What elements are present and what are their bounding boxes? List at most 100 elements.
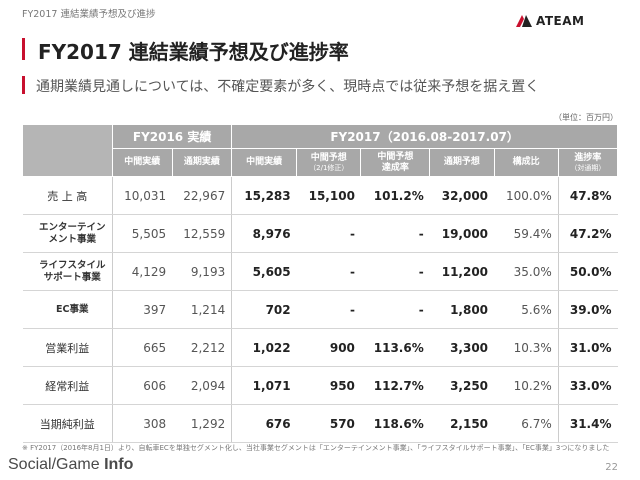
brand-part3: Info <box>104 456 134 473</box>
table-cell: 1,800 <box>429 290 495 329</box>
table-row: 売 上 高 10,031 22,967 15,283 15,100 101.2% 32,00… <box>22 176 618 215</box>
subtitle: 通期業績見通しについては、不確定要素が多く、現時点では従来予想を据え置く <box>36 79 540 95</box>
row-label: EC事業 <box>22 290 113 329</box>
table-cell: - <box>360 290 430 329</box>
table-cell: 50.0% <box>558 252 618 291</box>
table-row: ライフスタイル サポート事業 4,129 9,193 5,605- -11,200 35.0… <box>22 252 618 291</box>
table-cell: 676 <box>231 404 297 443</box>
table-cell: 10,031 <box>112 176 173 215</box>
table-cell: 47.8% <box>558 176 618 215</box>
table-cell: 113.6% <box>360 328 430 367</box>
table-cell: 4,129 <box>112 252 173 291</box>
forecast-table: FY2016 実績 FY2017（2016.08-2017.07） 中間実績 通期… <box>22 124 619 443</box>
breadcrumb: FY2017 連結業績予想及び進捗 <box>22 9 156 20</box>
table-cell: 2,150 <box>429 404 495 443</box>
table-cell: - <box>360 252 430 291</box>
table-cell: 900 <box>296 328 361 367</box>
table-cell: 2,212 <box>172 328 232 367</box>
table-cell: 1,022 <box>231 328 297 367</box>
table-cell: 101.2% <box>360 176 430 215</box>
table-cell: 702 <box>231 290 297 329</box>
table-cell: - <box>296 290 361 329</box>
subtitle-accent-bar <box>22 76 25 94</box>
column-header-label: 達成率 <box>381 162 409 173</box>
table-cell: 5,605 <box>231 252 297 291</box>
table-cell: 10.2% <box>494 366 559 405</box>
table-cell: 15,283 <box>231 176 297 215</box>
footnote: ※ FY2017（2016年8月1日）より、自転車ECを単独セグメント化し、当社… <box>22 444 610 452</box>
column-header: 中間予想 （2/1修正） <box>296 148 362 177</box>
column-header-label: 中間実績 <box>246 157 283 168</box>
table-cell: 59.4% <box>494 214 559 253</box>
table-cell: 5.6% <box>494 290 559 329</box>
table-cell: 11,200 <box>429 252 495 291</box>
table-cell: 47.2% <box>558 214 618 253</box>
column-header-note: （2/1修正） <box>309 163 349 172</box>
table-cell: 1,071 <box>231 366 297 405</box>
table-cell: 397 <box>112 290 173 329</box>
column-header-label: 中間予想 <box>377 152 414 163</box>
table-cell: 118.6% <box>360 404 430 443</box>
table-row: 当期純利益 308 1,292 676 570 118.6% 2,150 6.7% 31.4% <box>22 404 618 443</box>
table-cell: 6.7% <box>494 404 559 443</box>
row-label: 当期純利益 <box>22 404 113 443</box>
table-cell: 31.0% <box>558 328 618 367</box>
column-header: 中間予想 達成率 <box>360 148 431 177</box>
table-cell: - <box>296 214 361 253</box>
row-label: ライフスタイル サポート事業 <box>22 252 113 291</box>
table-cell: 112.7% <box>360 366 430 405</box>
table-cell: - <box>296 252 361 291</box>
page-number: 22 <box>605 462 618 473</box>
row-label: 経常利益 <box>22 366 113 405</box>
column-header: 構成比 <box>493 148 559 177</box>
table-cell: 2,094 <box>172 366 232 405</box>
row-label: エンターテイン メント事業 <box>22 214 113 253</box>
column-header-label: 中間予想 <box>310 153 347 164</box>
column-header: 通期予想 <box>429 148 495 177</box>
group-fy2017: FY2017（2016.08-2017.07） <box>231 124 618 149</box>
table-cell: 31.4% <box>558 404 618 443</box>
table-cell: 19,000 <box>429 214 495 253</box>
table-cell: 12,559 <box>172 214 232 253</box>
table-cell: 665 <box>112 328 173 367</box>
table-cell: 606 <box>112 366 173 405</box>
table-cell: 10.3% <box>494 328 559 367</box>
group-fy2016: FY2016 実績 <box>111 124 233 149</box>
page-title: FY2017 連結業績予想及び進捗率 <box>38 40 349 64</box>
logo-text: ATEAM <box>536 14 585 28</box>
table-cell: 1,214 <box>172 290 232 329</box>
ateam-logo: ATEAM <box>516 14 584 28</box>
column-header-label: 中間実績 <box>124 157 161 168</box>
table-cell: 39.0% <box>558 290 618 329</box>
ateam-logo-icon <box>516 15 532 27</box>
column-header: 中間実績 <box>112 148 173 177</box>
column-header-label: 構成比 <box>512 157 540 168</box>
column-header-label: 通期実績 <box>183 157 220 168</box>
table-cell: 32,000 <box>429 176 495 215</box>
table-row: EC事業 397 1,214 702- -1,800 5.6% 39.0% <box>22 290 618 329</box>
table-cell: 100.0% <box>494 176 559 215</box>
brand-part2: Game <box>56 456 100 473</box>
table-cell: 33.0% <box>558 366 618 405</box>
unit-label: （単位：百万円） <box>554 113 618 122</box>
table-cell: 22,967 <box>172 176 232 215</box>
table-cell: 5,505 <box>112 214 173 253</box>
table-cell: 8,976 <box>231 214 297 253</box>
table-cell: 9,193 <box>172 252 232 291</box>
table-corner <box>22 124 113 177</box>
table-cell: 570 <box>296 404 361 443</box>
table-cell: 3,300 <box>429 328 495 367</box>
row-label: 営業利益 <box>22 328 113 367</box>
column-header-label: 進捗率 <box>574 153 602 164</box>
table-row: 営業利益 665 2,212 1,022 900 113.6% 3,300 10.3% 31.0… <box>22 328 618 367</box>
table-cell: - <box>360 214 430 253</box>
title-accent-bar <box>22 38 25 60</box>
table-cell: 3,250 <box>429 366 495 405</box>
column-header-note: （対通期） <box>570 163 606 172</box>
brand-part1: Social <box>8 456 52 473</box>
table-cell: 35.0% <box>494 252 559 291</box>
socialgameinfo-brand: Social/Game Info <box>8 456 134 473</box>
table-cell: 950 <box>296 366 361 405</box>
column-header: 通期実績 <box>171 148 233 177</box>
table-row: エンターテイン メント事業 5,505 12,559 8,976- -19,000 59.4… <box>22 214 618 253</box>
